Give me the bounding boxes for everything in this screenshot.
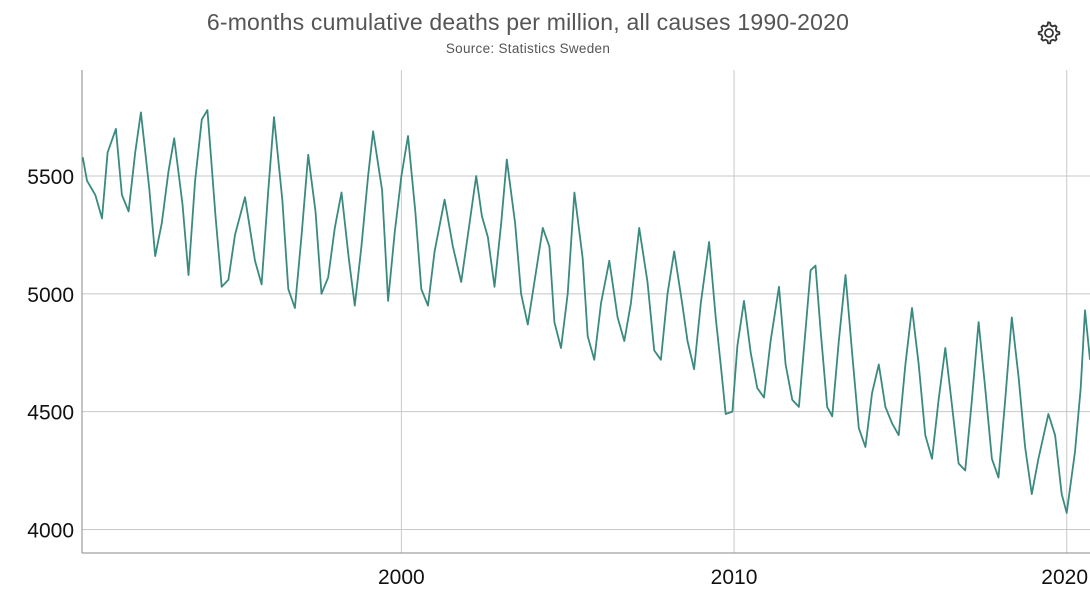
x-tick-label: 2000: [378, 566, 425, 589]
x-tick-label: 2020: [1041, 566, 1088, 589]
tick-labels: 4000 4500 5000 5500 2000 2010 2020: [27, 166, 1088, 589]
series-line-0: [81, 109, 1090, 514]
series: [81, 109, 1090, 514]
y-tick-label: 4500: [27, 402, 74, 425]
chart-subtitle: Source: Statistics Sweden: [445, 41, 611, 56]
y-tick-label: 5000: [27, 284, 74, 307]
chart-title: 6-months cumulative deaths per million, …: [206, 9, 850, 35]
y-tick-label: 5500: [27, 166, 74, 189]
axes: [81, 70, 1090, 554]
y-tick-label: 4000: [27, 519, 74, 542]
grid: [82, 70, 1090, 553]
x-tick-label: 2010: [711, 566, 758, 589]
gear-icon[interactable]: [1036, 20, 1062, 46]
